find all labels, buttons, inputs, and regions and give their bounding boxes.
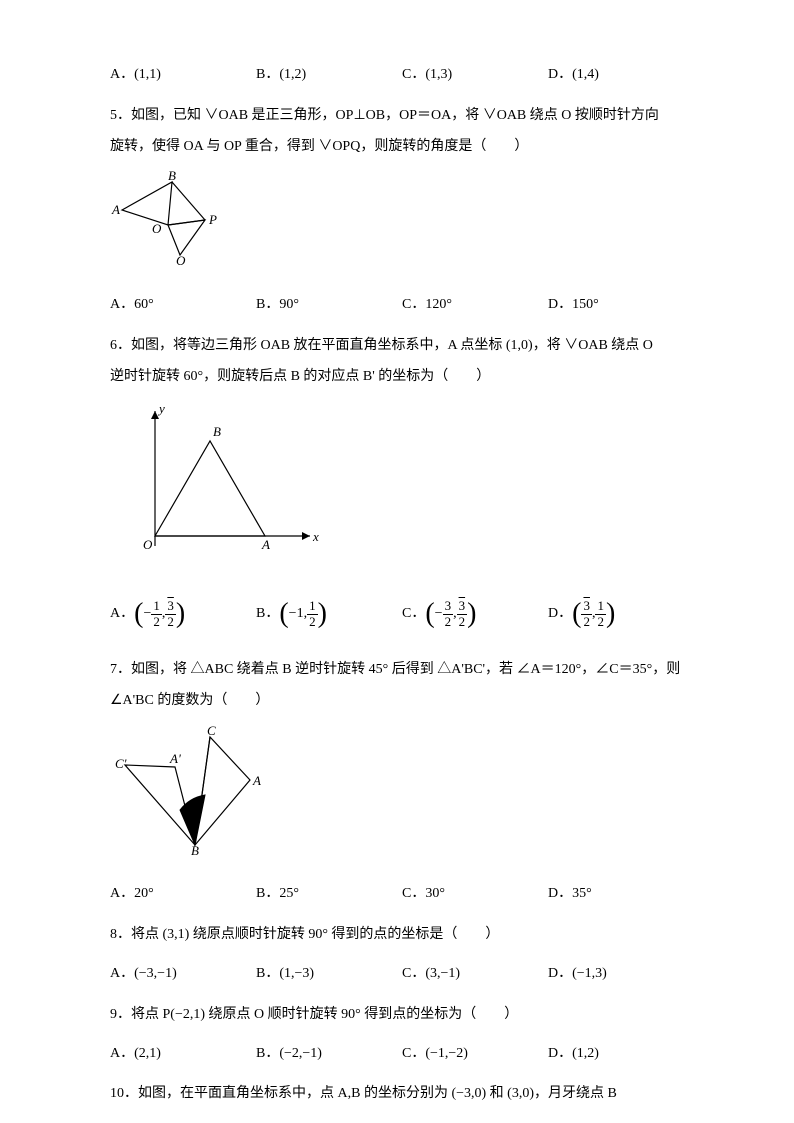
- q9-options: A．(2,1) B．(−2,−1) C．(−1,−2) D．(1,2): [110, 1039, 694, 1070]
- q9-opt-a: A．(2,1): [110, 1039, 256, 1070]
- q5-fig-B: B: [168, 170, 176, 183]
- q9-text: 9．将点 P(−2,1) 绕原点 O 顺时针旋转 90° 得到点的坐标为（ ）: [110, 1000, 694, 1031]
- q6-fig-O: O: [143, 537, 153, 552]
- q4-opt-c: C．(1,3): [402, 60, 548, 91]
- q7-line1: 7．如图，将 △ABC 绕着点 B 逆时针旋转 45° 后得到 △A'BC'，若…: [110, 655, 694, 686]
- q5-figure: A B O P Q: [110, 170, 694, 278]
- q6-fig-y: y: [157, 401, 165, 416]
- q6-opt-a: A．(−12,32): [110, 583, 256, 645]
- q5-fig-O: O: [152, 221, 162, 236]
- q7-fig-Cp: C': [115, 756, 127, 771]
- q6-fig-B: B: [213, 424, 221, 439]
- q8-opt-a: A．(−3,−1): [110, 959, 256, 990]
- q6-text: 6．如图，将等边三角形 OAB 放在平面直角坐标系中，A 点坐标 (1,0)，将…: [110, 331, 694, 393]
- q6-opt-c: C．(−32,32): [402, 583, 548, 645]
- q8-options: A．(−3,−1) B．(1,−3) C．(3,−1) D．(−1,3): [110, 959, 694, 990]
- q6-line2: 逆时针旋转 60°，则旋转后点 B 的对应点 B' 的坐标为（ ）: [110, 362, 694, 393]
- q7-fig-Ap: A': [169, 751, 181, 766]
- q8-opt-c: C．(3,−1): [402, 959, 548, 990]
- q4-options: A．(1,1) B．(1,2) C．(1,3) D．(1,4): [110, 60, 694, 91]
- q5-opt-b: B．90°: [256, 290, 402, 321]
- q6-line1: 6．如图，将等边三角形 OAB 放在平面直角坐标系中，A 点坐标 (1,0)，将…: [110, 331, 694, 362]
- q7-fig-B: B: [191, 843, 199, 855]
- q4-opt-b: B．(1,2): [256, 60, 402, 91]
- q8-text: 8．将点 (3,1) 绕原点顺时针旋转 90° 得到的点的坐标是（ ）: [110, 920, 694, 951]
- q6-opt-d: D．(32,12): [548, 583, 694, 645]
- q7-figure: C C' A' A B: [110, 725, 694, 868]
- q10-text: 10．如图，在平面直角坐标系中，点 A,B 的坐标分别为 (−3,0) 和 (3…: [110, 1079, 694, 1110]
- q5-opt-c: C．120°: [402, 290, 548, 321]
- q5-fig-A: A: [111, 202, 120, 217]
- q9-opt-c: C．(−1,−2): [402, 1039, 548, 1070]
- q7-opt-c: C．30°: [402, 879, 548, 910]
- q7-text: 7．如图，将 △ABC 绕着点 B 逆时针旋转 45° 后得到 △A'BC'，若…: [110, 655, 694, 717]
- q7-options: A．20° B．25° C．30° D．35°: [110, 879, 694, 910]
- q7-opt-b: B．25°: [256, 879, 402, 910]
- q6-fig-A: A: [261, 537, 270, 552]
- q7-fig-A: A: [252, 773, 261, 788]
- q5-line1: 5．如图，已知 ∨OAB 是正三角形，OP⊥OB，OP＝OA，将 ∨OAB 绕点…: [110, 101, 694, 132]
- q8-opt-d: D．(−1,3): [548, 959, 694, 990]
- q5-opt-a: A．60°: [110, 290, 256, 321]
- q5-text: 5．如图，已知 ∨OAB 是正三角形，OP⊥OB，OP＝OA，将 ∨OAB 绕点…: [110, 101, 694, 163]
- q7-line2: ∠A'BC 的度数为（ ）: [110, 686, 694, 717]
- q5-fig-Q: Q: [176, 253, 186, 265]
- q7-fig-C: C: [207, 725, 216, 738]
- q6-fig-x: x: [312, 529, 319, 544]
- q8-opt-b: B．(1,−3): [256, 959, 402, 990]
- q4-opt-a: A．(1,1): [110, 60, 256, 91]
- q6-figure: y x O A B: [110, 401, 694, 572]
- q9-opt-b: B．(−2,−1): [256, 1039, 402, 1070]
- q5-options: A．60° B．90° C．120° D．150°: [110, 290, 694, 321]
- q7-opt-d: D．35°: [548, 879, 694, 910]
- q4-opt-d: D．(1,4): [548, 60, 694, 91]
- q9-opt-d: D．(1,2): [548, 1039, 694, 1070]
- q5-opt-d: D．150°: [548, 290, 694, 321]
- q6-options: A．(−12,32) B．(−1,12) C．(−32,32) D．(32,12…: [110, 583, 694, 645]
- q7-opt-a: A．20°: [110, 879, 256, 910]
- q5-fig-P: P: [208, 212, 217, 227]
- q6-opt-b: B．(−1,12): [256, 583, 402, 645]
- q5-line2: 旋转，使得 OA 与 OP 重合，得到 ∨OPQ，则旋转的角度是（ ）: [110, 132, 694, 163]
